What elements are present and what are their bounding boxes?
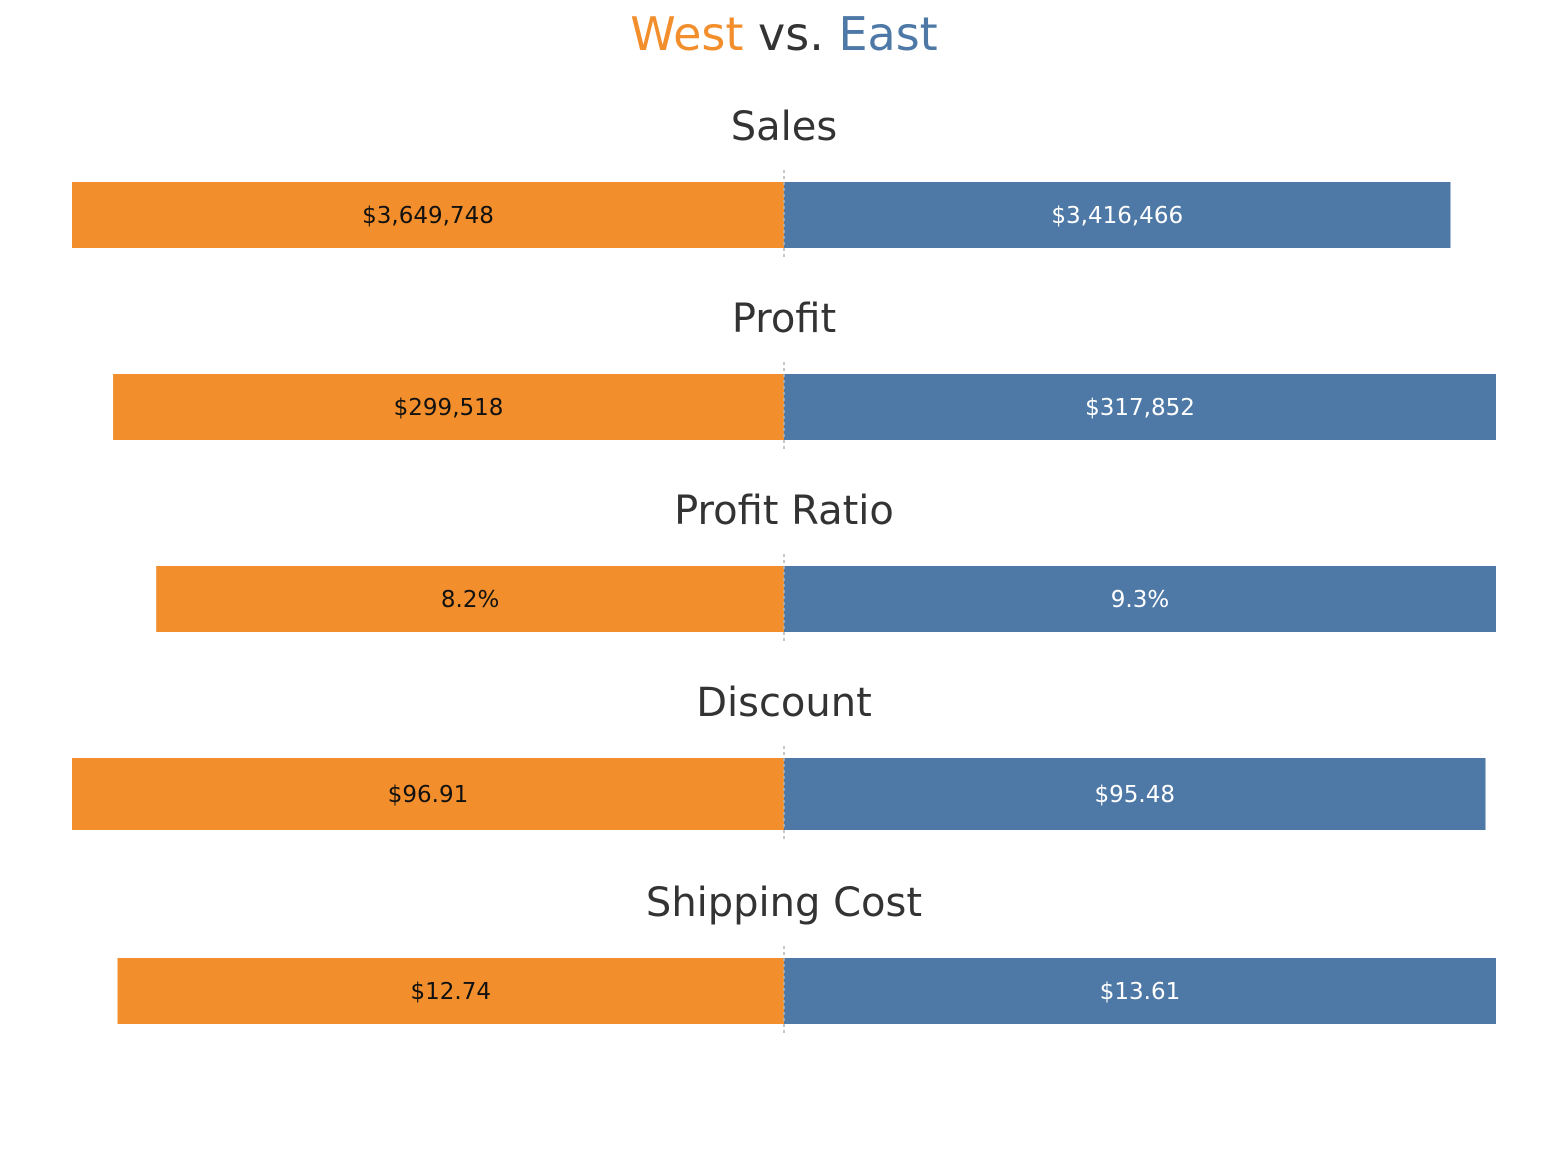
- bar-west-profit: [113, 374, 784, 440]
- panel-profit-ratio: Profit Ratio 8.2% 9.3%: [156, 488, 1496, 642]
- label-west-profit: $299,518: [394, 395, 504, 421]
- panel-title-shipping-cost: Shipping Cost: [646, 880, 922, 926]
- label-east-sales: $3,416,466: [1051, 203, 1183, 229]
- label-east-discount: $95.48: [1095, 782, 1175, 808]
- label-east-shipping-cost: $13.61: [1100, 979, 1180, 1005]
- bar-west-shipping-cost: [117, 958, 784, 1024]
- panel-title-profit-ratio: Profit Ratio: [674, 488, 894, 534]
- label-west-profit-ratio: 8.2%: [441, 587, 499, 613]
- panel-title-profit: Profit: [732, 296, 836, 342]
- panel-title-discount: Discount: [696, 680, 872, 726]
- label-east-profit-ratio: 9.3%: [1111, 587, 1169, 613]
- panel-shipping-cost: Shipping Cost $12.74 $13.61: [117, 880, 1496, 1034]
- label-west-shipping-cost: $12.74: [411, 979, 491, 1005]
- bar-west-profit-ratio: [156, 566, 784, 632]
- panel-discount: Discount $96.91 $95.48: [72, 680, 1486, 842]
- bar-west-discount: [72, 758, 784, 830]
- bar-east-profit-ratio: [784, 566, 1496, 632]
- bar-east-sales: [784, 182, 1451, 248]
- chart-title: West vs. East: [0, 6, 1568, 62]
- title-west: West: [630, 7, 744, 61]
- panel-profit: Profit $299,518 $317,852: [113, 296, 1496, 450]
- bar-east-shipping-cost: [784, 958, 1496, 1024]
- bar-east-discount: [784, 758, 1486, 830]
- panel-sales: Sales $3,649,748 $3,416,466: [72, 104, 1451, 258]
- bar-east-profit: [784, 374, 1496, 440]
- label-west-discount: $96.91: [388, 782, 468, 808]
- title-vs: vs.: [758, 7, 824, 61]
- bar-west-sales: [72, 182, 784, 248]
- label-west-sales: $3,649,748: [362, 203, 494, 229]
- label-east-profit: $317,852: [1085, 395, 1195, 421]
- title-east: East: [838, 7, 938, 61]
- panel-title-sales: Sales: [731, 104, 837, 150]
